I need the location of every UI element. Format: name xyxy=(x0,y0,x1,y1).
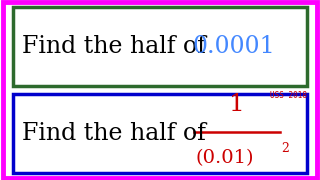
Text: 0.0001: 0.0001 xyxy=(192,35,275,58)
FancyBboxPatch shape xyxy=(13,94,307,173)
Text: USS 2018: USS 2018 xyxy=(270,91,307,100)
FancyBboxPatch shape xyxy=(3,2,317,178)
Text: Find the half of: Find the half of xyxy=(22,122,214,145)
Text: 2: 2 xyxy=(282,142,290,155)
Text: Find the half of: Find the half of xyxy=(22,35,214,58)
FancyBboxPatch shape xyxy=(13,7,307,86)
Text: 1: 1 xyxy=(229,93,245,116)
Text: (0.01): (0.01) xyxy=(195,149,254,167)
